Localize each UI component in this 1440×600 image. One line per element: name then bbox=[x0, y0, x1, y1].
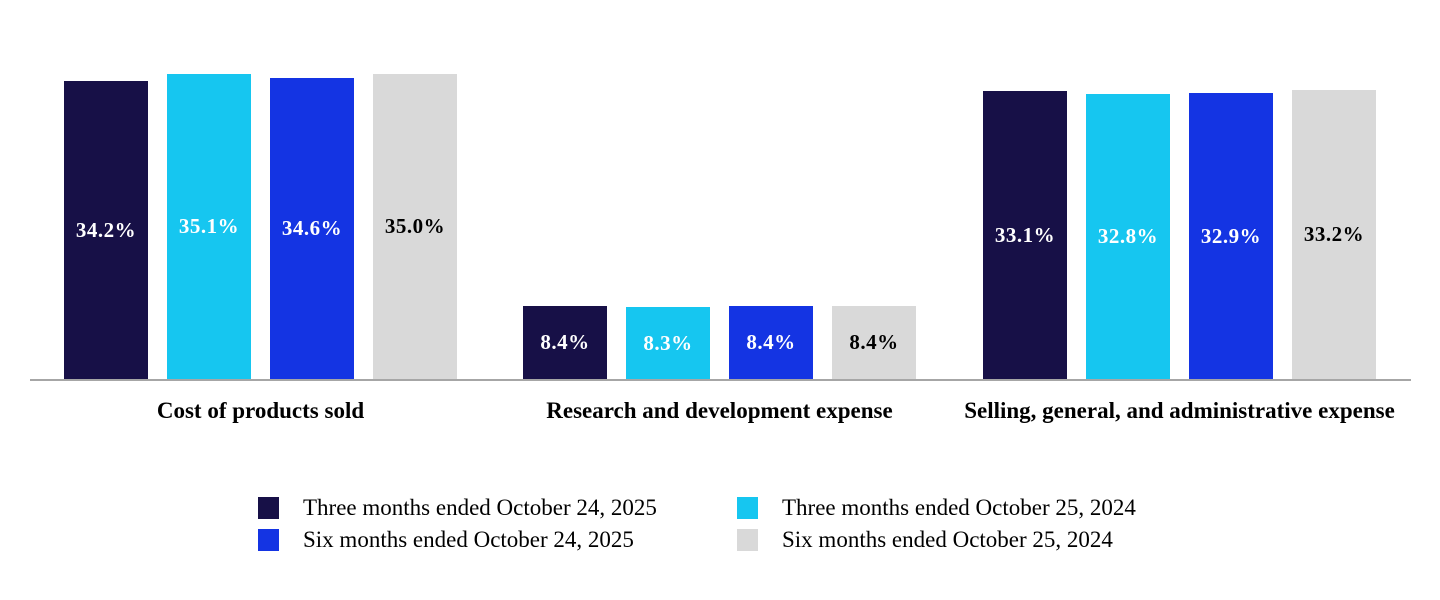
bar: 34.6% bbox=[270, 78, 354, 379]
bar-value-label: 33.1% bbox=[994, 222, 1056, 247]
bar: 33.1% bbox=[983, 91, 1067, 379]
legend-item: Three months ended October 24, 2025 bbox=[258, 494, 737, 520]
category-label: Selling, general, and administrative exp… bbox=[964, 398, 1395, 423]
legend-label: Three months ended October 24, 2025 bbox=[303, 494, 657, 520]
bar-value-label: 34.6% bbox=[281, 216, 343, 240]
legend-label: Six months ended October 25, 2024 bbox=[782, 526, 1113, 552]
legend-swatch-icon bbox=[737, 528, 758, 551]
legend-label: Six months ended October 24, 2025 bbox=[303, 526, 634, 552]
bar-value-label: 35.0% bbox=[384, 214, 446, 238]
legend-swatch-icon bbox=[737, 496, 758, 519]
bar-value-label: 32.8% bbox=[1097, 224, 1159, 248]
bar: 8.4% bbox=[729, 306, 813, 379]
category-label: Research and development expense bbox=[546, 398, 893, 423]
bar-value-label: 8.4% bbox=[540, 330, 590, 354]
bar: 33.2% bbox=[1292, 90, 1376, 379]
bar-value-label: 35.1% bbox=[178, 214, 240, 238]
x-axis-line bbox=[30, 379, 1411, 381]
bar: 8.3% bbox=[626, 307, 710, 379]
category-label: Cost of products sold bbox=[156, 398, 365, 423]
legend-item: Six months ended October 25, 2024 bbox=[737, 526, 1136, 552]
legend-label: Three months ended October 25, 2024 bbox=[782, 494, 1136, 520]
bar-value-label: 8.4% bbox=[849, 330, 899, 354]
legend-swatch-icon bbox=[258, 528, 279, 551]
bar-value-label: 8.4% bbox=[746, 330, 796, 354]
bar: 35.1% bbox=[167, 74, 251, 379]
legend-swatch-icon bbox=[258, 496, 279, 519]
bar-value-label: 32.9% bbox=[1200, 223, 1262, 248]
bar: 8.4% bbox=[832, 306, 916, 379]
bar: 8.4% bbox=[523, 306, 607, 379]
bar: 32.8% bbox=[1086, 94, 1170, 379]
bar: 35.0% bbox=[373, 74, 457, 379]
bar: 32.9% bbox=[1189, 93, 1273, 379]
legend-item: Three months ended October 25, 2024 bbox=[737, 494, 1136, 520]
bar-value-label: 34.2% bbox=[75, 217, 137, 242]
legend-item: Six months ended October 24, 2025 bbox=[258, 526, 737, 552]
bar: 34.2% bbox=[64, 81, 148, 379]
bar-value-label: 33.2% bbox=[1303, 222, 1365, 246]
legend: Three months ended October 24, 2025 Three… bbox=[258, 494, 1136, 552]
bar-value-label: 8.3% bbox=[643, 330, 693, 355]
